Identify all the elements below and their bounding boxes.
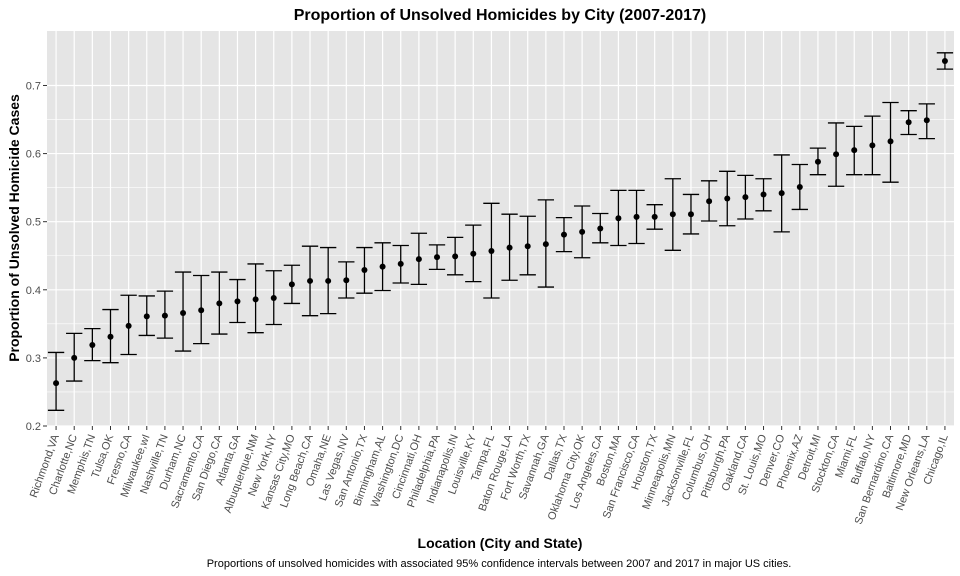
x-axis-title: Location (City and State)	[418, 535, 583, 551]
data-point	[161, 312, 168, 319]
y-axis-tick-labels: 0.2 0.3 0.4 0.5 0.6 0.7	[26, 80, 41, 433]
data-point	[125, 322, 132, 329]
data-point	[325, 277, 332, 284]
data-point	[706, 198, 713, 205]
data-point	[833, 151, 840, 158]
data-point	[742, 194, 749, 201]
data-point	[488, 247, 495, 254]
data-point	[796, 183, 803, 190]
data-point	[143, 313, 150, 320]
data-point	[397, 260, 404, 267]
data-point	[651, 213, 658, 220]
data-point	[307, 277, 314, 284]
data-point	[687, 211, 694, 218]
data-point	[53, 380, 60, 387]
data-point	[760, 191, 767, 198]
data-point	[778, 190, 785, 197]
data-point	[288, 281, 295, 288]
data-point	[379, 263, 386, 270]
data-point	[542, 241, 549, 248]
data-point	[198, 307, 205, 314]
data-point	[216, 300, 223, 307]
data-point	[470, 250, 477, 257]
data-point	[905, 119, 912, 126]
plot-panel	[47, 31, 954, 426]
y-tick-label: 0.2	[26, 421, 41, 433]
data-point	[343, 277, 350, 284]
y-tick-label: 0.4	[26, 285, 41, 297]
data-point	[633, 213, 640, 220]
chart-caption: Proportions of unsolved homicides with a…	[207, 558, 792, 570]
x-axis-tick-labels: Richmond,VACharlotte,NCMemphis,TNTulsa,O…	[28, 432, 951, 526]
data-point	[234, 298, 241, 305]
data-point	[724, 195, 731, 202]
data-point	[524, 243, 531, 250]
data-point	[597, 225, 604, 232]
data-point	[89, 341, 96, 348]
chart-title: Proportion of Unsolved Homicides by City…	[294, 7, 707, 24]
data-point	[941, 57, 948, 64]
data-point	[270, 294, 277, 301]
y-axis-ticks	[43, 84, 47, 427]
data-point	[887, 138, 894, 145]
data-point	[923, 117, 930, 124]
data-point	[71, 354, 78, 361]
y-tick-label: 0.5	[26, 217, 41, 229]
data-points	[53, 57, 948, 387]
grid-major	[47, 31, 954, 427]
grid-minor	[47, 119, 954, 393]
data-point	[252, 296, 259, 303]
data-point	[851, 147, 858, 154]
data-point	[415, 256, 422, 263]
data-point	[180, 309, 187, 316]
y-axis-title: Proportion of Unsolved Homicide Cases	[6, 94, 22, 362]
data-point	[615, 215, 622, 222]
data-point	[107, 333, 114, 340]
data-point	[579, 228, 586, 235]
y-tick-label: 0.6	[26, 149, 41, 161]
data-point	[434, 254, 441, 261]
y-tick-label: 0.3	[26, 353, 41, 365]
data-point	[869, 142, 876, 149]
x-axis-ticks	[55, 426, 946, 430]
y-tick-label: 0.7	[26, 80, 41, 92]
data-point	[560, 231, 567, 238]
data-point	[506, 244, 513, 251]
data-point	[361, 267, 368, 274]
data-point	[452, 253, 459, 260]
data-point	[669, 211, 676, 218]
data-point	[814, 158, 821, 165]
